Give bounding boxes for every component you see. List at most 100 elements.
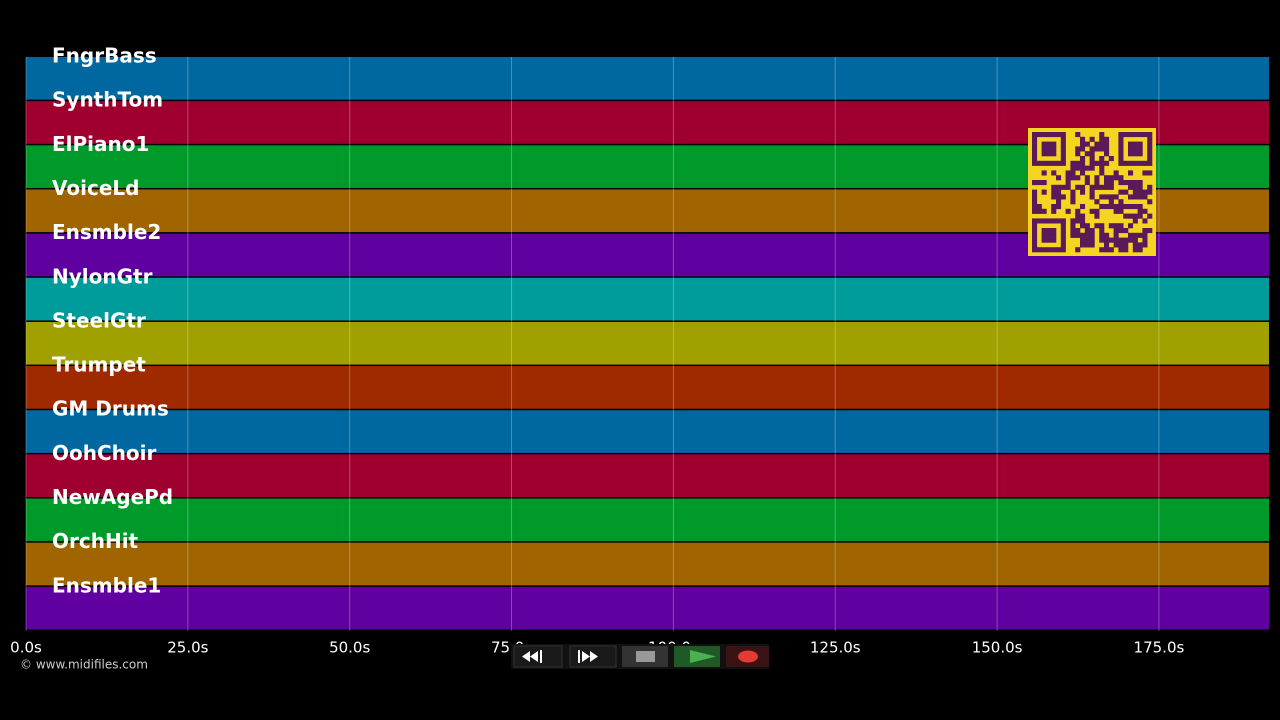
qr-module xyxy=(1036,160,1042,166)
qr-module xyxy=(1128,184,1134,190)
track-row xyxy=(26,366,1269,409)
qr-module xyxy=(1032,136,1038,142)
track-name: Trumpet xyxy=(52,353,146,377)
qr-module xyxy=(1118,228,1124,234)
qr-module xyxy=(1142,242,1148,248)
qr-module xyxy=(1080,156,1086,162)
qr-module xyxy=(1060,141,1066,147)
record-button[interactable] xyxy=(726,646,769,667)
qr-module xyxy=(1147,228,1153,234)
qr-module xyxy=(1089,146,1095,152)
qr-module xyxy=(1142,189,1148,195)
qr-module xyxy=(1060,136,1066,142)
qr-module xyxy=(1060,228,1066,234)
qr-module xyxy=(1070,160,1076,166)
qr-module xyxy=(1094,146,1100,152)
qr-module xyxy=(1132,232,1138,238)
time-axis: 0.0s25.0s50.0s75.0s100.0s125.0s150.0s175… xyxy=(10,639,1184,657)
qr-module xyxy=(1032,160,1038,166)
qr-module xyxy=(1060,232,1066,238)
qr-module xyxy=(1123,132,1129,138)
qr-module xyxy=(1080,189,1086,195)
stop-button[interactable] xyxy=(622,646,668,667)
qr-module xyxy=(1051,132,1057,138)
track-row xyxy=(26,498,1269,542)
qr-module xyxy=(1104,204,1110,210)
qr-module xyxy=(1075,228,1081,234)
qr-module xyxy=(1108,156,1114,162)
qr-module xyxy=(1147,146,1153,152)
qr-module xyxy=(1075,218,1081,224)
qr-module xyxy=(1104,160,1110,166)
qr-module xyxy=(1051,170,1057,176)
qr-module xyxy=(1041,228,1047,234)
qr-module xyxy=(1118,237,1124,243)
qr-module xyxy=(1089,242,1095,248)
qr-module xyxy=(1094,223,1100,229)
qr-module xyxy=(1099,156,1105,162)
qr-module xyxy=(1075,160,1081,166)
qr-module xyxy=(1070,194,1076,200)
qr-module xyxy=(1118,208,1124,214)
qr-module xyxy=(1032,199,1038,205)
qr-module xyxy=(1036,218,1042,224)
qr-module xyxy=(1137,160,1143,166)
fast-forward-button[interactable] xyxy=(569,645,617,668)
qr-module xyxy=(1084,232,1090,238)
qr-module xyxy=(1065,208,1071,214)
qr-module xyxy=(1132,141,1138,147)
qr-module xyxy=(1137,208,1143,214)
qr-module xyxy=(1104,242,1110,248)
qr-module xyxy=(1046,141,1052,147)
qr-module xyxy=(1032,146,1038,152)
qr-module xyxy=(1094,160,1100,166)
qr-module xyxy=(1094,175,1100,181)
qr-module xyxy=(1094,213,1100,219)
qr-module xyxy=(1118,189,1124,195)
qr-module xyxy=(1032,204,1038,210)
qr-module xyxy=(1041,232,1047,238)
qr-module xyxy=(1084,228,1090,234)
qr-module xyxy=(1123,242,1129,248)
qr-module xyxy=(1147,132,1153,138)
qr-module xyxy=(1128,223,1134,229)
qr-module xyxy=(1070,165,1076,171)
qr-module xyxy=(1041,218,1047,224)
track-name: NylonGtr xyxy=(52,264,153,288)
qr-module xyxy=(1032,242,1038,248)
qr-module xyxy=(1147,199,1153,205)
qr-module xyxy=(1075,132,1081,138)
qr-module xyxy=(1084,180,1090,186)
qr-module xyxy=(1089,165,1095,171)
qr-module xyxy=(1075,175,1081,181)
qr-module xyxy=(1051,237,1057,243)
track-name: FngrBass xyxy=(52,44,157,68)
qr-module xyxy=(1118,160,1124,166)
qr-module xyxy=(1142,132,1148,138)
qr-module xyxy=(1080,204,1086,210)
qr-module xyxy=(1099,232,1105,238)
qr-module xyxy=(1036,204,1042,210)
qr-module xyxy=(1051,208,1057,214)
qr-module xyxy=(1032,141,1038,147)
qr-module xyxy=(1080,136,1086,142)
qr-module xyxy=(1132,132,1138,138)
track-name: SteelGtr xyxy=(52,308,146,332)
qr-module xyxy=(1108,180,1114,186)
qr-module xyxy=(1051,146,1057,152)
qr-module xyxy=(1080,170,1086,176)
qr-module xyxy=(1089,184,1095,190)
rewind-button[interactable] xyxy=(513,645,563,668)
play-button[interactable] xyxy=(674,646,720,667)
qr-module xyxy=(1132,184,1138,190)
qr-module xyxy=(1147,160,1153,166)
qr-module xyxy=(1036,132,1042,138)
qr-module xyxy=(1065,170,1071,176)
qr-module xyxy=(1147,136,1153,142)
qr-module xyxy=(1032,232,1038,238)
qr-module xyxy=(1051,204,1057,210)
qr-module xyxy=(1142,194,1148,200)
qr-module xyxy=(1041,141,1047,147)
qr-module xyxy=(1075,213,1081,219)
qr-module xyxy=(1099,223,1105,229)
